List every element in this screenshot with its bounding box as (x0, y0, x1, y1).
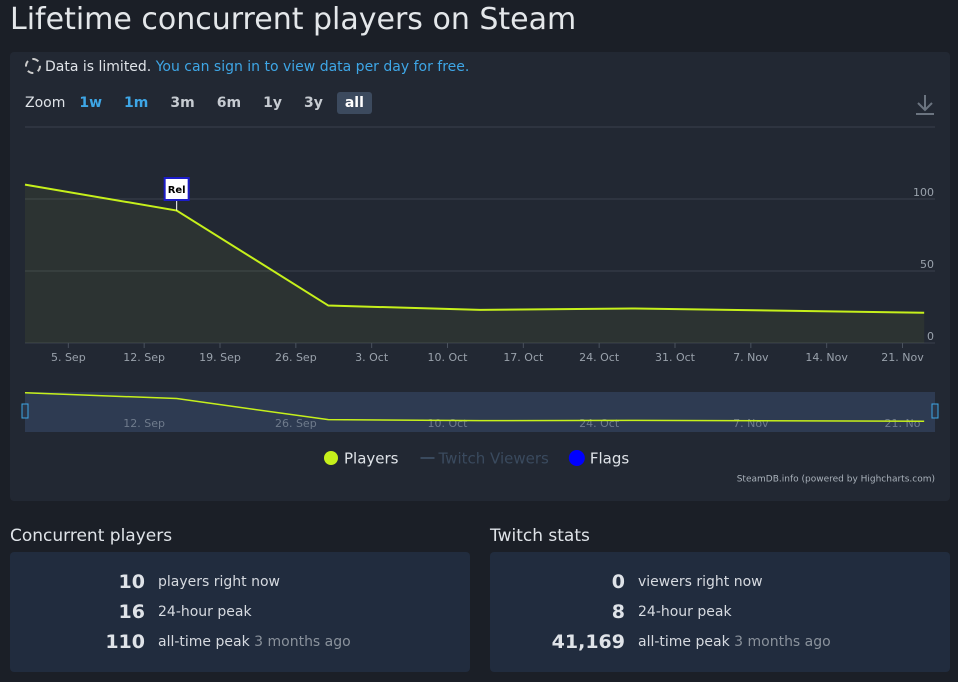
navigator-tick-label: 21. No (885, 417, 921, 430)
zoom-option[interactable]: 1m (124, 95, 149, 111)
zoom-option[interactable]: 3y (303, 95, 323, 111)
stats-box (10, 552, 470, 672)
y-tick-label: 0 (927, 330, 934, 343)
stat-time: 3 months ago (254, 634, 351, 650)
stat-label-text: players right now (158, 574, 280, 590)
navigator-tick-label: 7. Nov (733, 417, 769, 430)
stat-label: all-time peak 3 months ago (158, 634, 351, 650)
stats-title: Concurrent players (10, 526, 173, 546)
navigator-handle[interactable] (21, 403, 29, 419)
stat-label: players right now (158, 574, 280, 590)
navigator-tick-label: 12. Sep (123, 417, 165, 430)
legend-marker (324, 451, 338, 465)
stat-label: viewers right now (638, 574, 763, 590)
x-tick-label: 3. Oct (355, 351, 389, 364)
stat-value: 16 (118, 601, 145, 623)
credits: SteamDB.info (powered by Highcharts.com) (737, 475, 935, 485)
x-tick-label: 17. Oct (503, 351, 544, 364)
x-tick-label: 5. Sep (51, 351, 86, 364)
zoom-bar: Zoom 1w 1m 3m 6m 1y 3y all (25, 92, 372, 114)
stat-value: 8 (611, 601, 625, 623)
x-tick-label: 10. Oct (427, 351, 468, 364)
stat-label: all-time peak 3 months ago (638, 634, 831, 650)
stats-title: Twitch stats (490, 526, 590, 546)
stat-label: 24-hour peak (638, 604, 732, 620)
stat-value: 110 (105, 631, 145, 653)
line (24, 183, 925, 314)
stat-label-text: all-time peak (638, 634, 730, 650)
stat-time: 3 months ago (734, 634, 831, 650)
x-tick-label: 31. Oct (655, 351, 696, 364)
stat-value: 41,169 (551, 631, 625, 653)
stat-label-text: all-time peak (158, 634, 250, 650)
stats-box (490, 552, 950, 672)
zoom-option[interactable]: 6m (216, 95, 242, 111)
zoom-option[interactable]: 3m (170, 95, 195, 111)
stat-label-text: viewers right now (638, 574, 763, 590)
legend-label[interactable]: Players (344, 450, 399, 468)
zoom-option[interactable]: 1y (263, 95, 282, 111)
stat-label: 24-hour peak (158, 604, 252, 620)
stat-label-text: 24-hour peak (158, 604, 252, 620)
page-title: Lifetime concurrent players on Steam (10, 2, 577, 37)
navigator-tick-label: 26. Sep (275, 417, 317, 430)
navigator-tick-label: 24. Oct (579, 417, 620, 430)
x-tick-label: 24. Oct (579, 351, 620, 364)
x-tick-label: 12. Sep (123, 351, 165, 364)
stat-value: 0 (611, 571, 625, 593)
notice-icon (25, 58, 41, 74)
x-tick-label: 7. Nov (733, 351, 769, 364)
zoom-option[interactable]: all (336, 92, 372, 114)
navigator-handle[interactable] (931, 403, 939, 419)
y-tick-label: 100 (913, 186, 934, 199)
navigator-tick-label: 10. Oct (427, 417, 468, 430)
x-tick-label: 19. Sep (199, 351, 241, 364)
notice: Data is limited. You can sign in to view… (25, 58, 469, 75)
flag-label: Rel (168, 185, 186, 196)
stat-label-text: 24-hour peak (638, 604, 732, 620)
flag-box (163, 177, 190, 201)
navigator-line (24, 392, 925, 423)
x-tick-label: 21. Nov (881, 351, 924, 364)
chart: SteamDB.info (powered by Highcharts.com)… (21, 95, 939, 485)
zoom-label: Zoom (25, 95, 66, 111)
y-tick-label: 50 (920, 258, 934, 271)
legend-label[interactable]: Twitch Viewers (438, 450, 550, 468)
download-glyph (916, 95, 934, 115)
notice-text: Data is limited. (45, 59, 152, 75)
zoom-option[interactable]: 1w (79, 95, 103, 111)
area (25, 184, 925, 343)
legend-label[interactable]: Flags (590, 450, 630, 468)
stat-value: 10 (118, 571, 145, 593)
sign-in-link[interactable]: You can sign in to view data per day for… (155, 59, 470, 75)
legend-marker (568, 450, 585, 466)
x-tick-label: 14. Nov (805, 351, 848, 364)
x-tick-label: 26. Sep (275, 351, 317, 364)
download-icon[interactable] (916, 95, 934, 115)
